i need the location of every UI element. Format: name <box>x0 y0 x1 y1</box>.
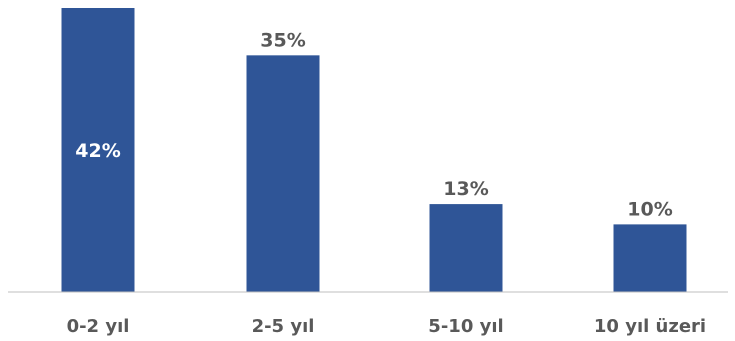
bar-2 <box>246 55 320 293</box>
value-label-3: 13% <box>443 178 488 200</box>
value-label-4: 10% <box>627 198 672 220</box>
bars-group <box>61 8 687 293</box>
category-label-1: 0-2 yıl <box>67 316 130 337</box>
category-label-4: 10 yıl üzeri <box>594 316 706 337</box>
bar-4 <box>613 224 687 292</box>
value-label-2: 35% <box>260 29 305 51</box>
value-labels-group: 42% 35% 13% 10% <box>75 29 672 220</box>
bar-3 <box>429 204 503 292</box>
value-label-1: 42% <box>75 140 120 162</box>
category-label-3: 5-10 yıl <box>428 316 503 337</box>
category-labels-group: 0-2 yıl 2-5 yıl 5-10 yıl 10 yıl üzeri <box>67 316 707 337</box>
bar-1 <box>61 8 135 292</box>
category-label-2: 2-5 yıl <box>252 316 315 337</box>
